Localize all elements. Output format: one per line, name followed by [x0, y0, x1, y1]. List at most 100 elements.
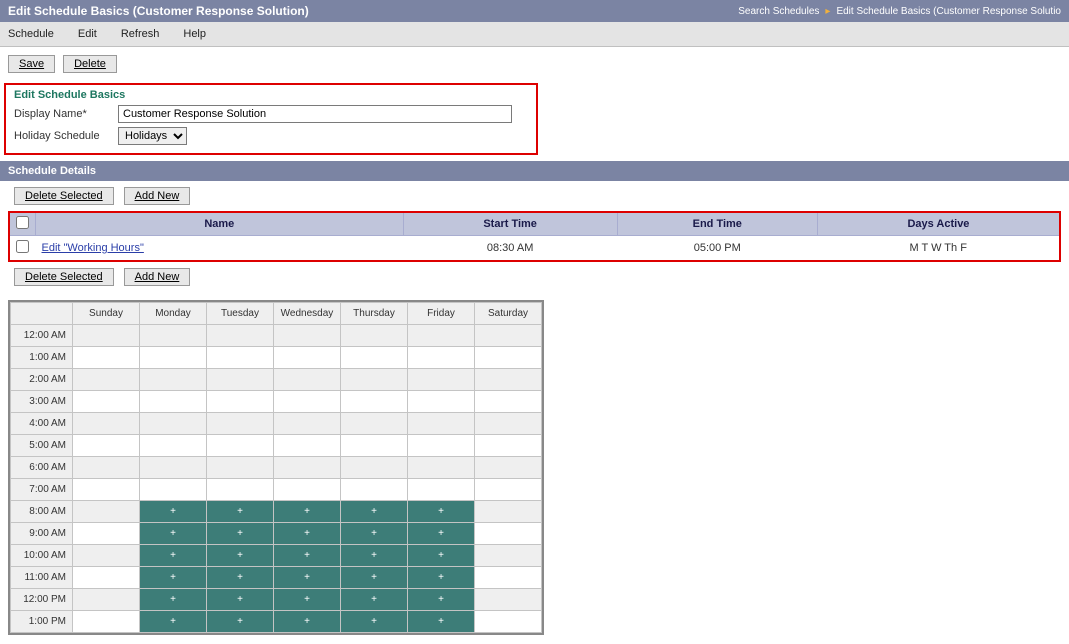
calendar-empty-slot[interactable]: [73, 611, 140, 633]
calendar-busy-slot[interactable]: +: [140, 501, 207, 523]
calendar-busy-slot[interactable]: +: [207, 501, 274, 523]
calendar-empty-slot[interactable]: [274, 435, 341, 457]
calendar-empty-slot[interactable]: [475, 347, 542, 369]
calendar-empty-slot[interactable]: [207, 435, 274, 457]
calendar-empty-slot[interactable]: [73, 567, 140, 589]
calendar-empty-slot[interactable]: [475, 523, 542, 545]
calendar-empty-slot[interactable]: [475, 611, 542, 633]
display-name-input[interactable]: [118, 105, 512, 123]
calendar-empty-slot[interactable]: [73, 545, 140, 567]
delete-selected-button[interactable]: Delete Selected: [14, 187, 114, 205]
calendar-empty-slot[interactable]: [140, 479, 207, 501]
calendar-empty-slot[interactable]: [341, 325, 408, 347]
calendar-busy-slot[interactable]: +: [408, 545, 475, 567]
calendar-empty-slot[interactable]: [408, 369, 475, 391]
calendar-empty-slot[interactable]: [274, 391, 341, 413]
calendar-empty-slot[interactable]: [341, 347, 408, 369]
calendar-empty-slot[interactable]: [73, 479, 140, 501]
calendar-empty-slot[interactable]: [341, 435, 408, 457]
menu-refresh[interactable]: Refresh: [121, 28, 160, 40]
calendar-busy-slot[interactable]: +: [274, 611, 341, 633]
calendar-empty-slot[interactable]: [207, 413, 274, 435]
save-button[interactable]: Save: [8, 55, 55, 73]
calendar-empty-slot[interactable]: [475, 369, 542, 391]
calendar-empty-slot[interactable]: [341, 479, 408, 501]
calendar-busy-slot[interactable]: +: [207, 545, 274, 567]
calendar-empty-slot[interactable]: [73, 325, 140, 347]
calendar-empty-slot[interactable]: [140, 347, 207, 369]
calendar-empty-slot[interactable]: [140, 325, 207, 347]
calendar-empty-slot[interactable]: [475, 391, 542, 413]
calendar-empty-slot[interactable]: [73, 589, 140, 611]
calendar-empty-slot[interactable]: [341, 457, 408, 479]
calendar-empty-slot[interactable]: [408, 457, 475, 479]
holiday-schedule-select[interactable]: Holidays: [118, 127, 187, 145]
delete-button[interactable]: Delete: [63, 55, 117, 73]
row-checkbox[interactable]: [16, 240, 29, 253]
calendar-empty-slot[interactable]: [475, 413, 542, 435]
calendar-empty-slot[interactable]: [274, 325, 341, 347]
calendar-busy-slot[interactable]: +: [408, 523, 475, 545]
calendar-empty-slot[interactable]: [207, 369, 274, 391]
calendar-empty-slot[interactable]: [341, 369, 408, 391]
calendar-empty-slot[interactable]: [207, 347, 274, 369]
calendar-empty-slot[interactable]: [207, 325, 274, 347]
calendar-empty-slot[interactable]: [341, 413, 408, 435]
calendar-busy-slot[interactable]: +: [274, 567, 341, 589]
calendar-busy-slot[interactable]: +: [341, 523, 408, 545]
calendar-busy-slot[interactable]: +: [207, 567, 274, 589]
calendar-empty-slot[interactable]: [73, 369, 140, 391]
calendar-busy-slot[interactable]: +: [207, 589, 274, 611]
calendar-empty-slot[interactable]: [475, 567, 542, 589]
calendar-empty-slot[interactable]: [73, 501, 140, 523]
calendar-empty-slot[interactable]: [274, 413, 341, 435]
calendar-busy-slot[interactable]: +: [207, 611, 274, 633]
calendar-empty-slot[interactable]: [475, 457, 542, 479]
calendar-busy-slot[interactable]: +: [274, 589, 341, 611]
calendar-empty-slot[interactable]: [274, 457, 341, 479]
add-new-button[interactable]: Add New: [124, 187, 191, 205]
calendar-busy-slot[interactable]: +: [408, 501, 475, 523]
calendar-empty-slot[interactable]: [475, 435, 542, 457]
edit-schedule-link[interactable]: Edit "Working Hours": [42, 242, 144, 254]
calendar-busy-slot[interactable]: +: [140, 523, 207, 545]
calendar-busy-slot[interactable]: +: [207, 523, 274, 545]
calendar-empty-slot[interactable]: [140, 369, 207, 391]
calendar-busy-slot[interactable]: +: [140, 567, 207, 589]
calendar-empty-slot[interactable]: [408, 413, 475, 435]
calendar-empty-slot[interactable]: [475, 479, 542, 501]
calendar-empty-slot[interactable]: [475, 545, 542, 567]
calendar-empty-slot[interactable]: [73, 457, 140, 479]
calendar-busy-slot[interactable]: +: [274, 501, 341, 523]
calendar-empty-slot[interactable]: [207, 479, 274, 501]
breadcrumb-link-search[interactable]: Search Schedules: [738, 6, 819, 17]
calendar-busy-slot[interactable]: +: [274, 523, 341, 545]
calendar-empty-slot[interactable]: [408, 479, 475, 501]
calendar-empty-slot[interactable]: [207, 391, 274, 413]
menu-edit[interactable]: Edit: [78, 28, 97, 40]
calendar-busy-slot[interactable]: +: [341, 567, 408, 589]
calendar-empty-slot[interactable]: [140, 391, 207, 413]
calendar-busy-slot[interactable]: +: [140, 545, 207, 567]
calendar-empty-slot[interactable]: [408, 325, 475, 347]
calendar-empty-slot[interactable]: [207, 457, 274, 479]
calendar-empty-slot[interactable]: [274, 369, 341, 391]
calendar-busy-slot[interactable]: +: [341, 545, 408, 567]
calendar-empty-slot[interactable]: [73, 391, 140, 413]
calendar-empty-slot[interactable]: [475, 501, 542, 523]
calendar-empty-slot[interactable]: [140, 457, 207, 479]
menu-schedule[interactable]: Schedule: [8, 28, 54, 40]
calendar-busy-slot[interactable]: +: [341, 501, 408, 523]
calendar-empty-slot[interactable]: [73, 413, 140, 435]
delete-selected-button-2[interactable]: Delete Selected: [14, 268, 114, 286]
calendar-empty-slot[interactable]: [475, 325, 542, 347]
calendar-busy-slot[interactable]: +: [408, 611, 475, 633]
calendar-empty-slot[interactable]: [73, 347, 140, 369]
calendar-empty-slot[interactable]: [341, 391, 408, 413]
calendar-busy-slot[interactable]: +: [140, 589, 207, 611]
calendar-busy-slot[interactable]: +: [341, 611, 408, 633]
calendar-busy-slot[interactable]: +: [408, 567, 475, 589]
calendar-empty-slot[interactable]: [140, 413, 207, 435]
select-all-checkbox[interactable]: [16, 216, 29, 229]
calendar-empty-slot[interactable]: [140, 435, 207, 457]
